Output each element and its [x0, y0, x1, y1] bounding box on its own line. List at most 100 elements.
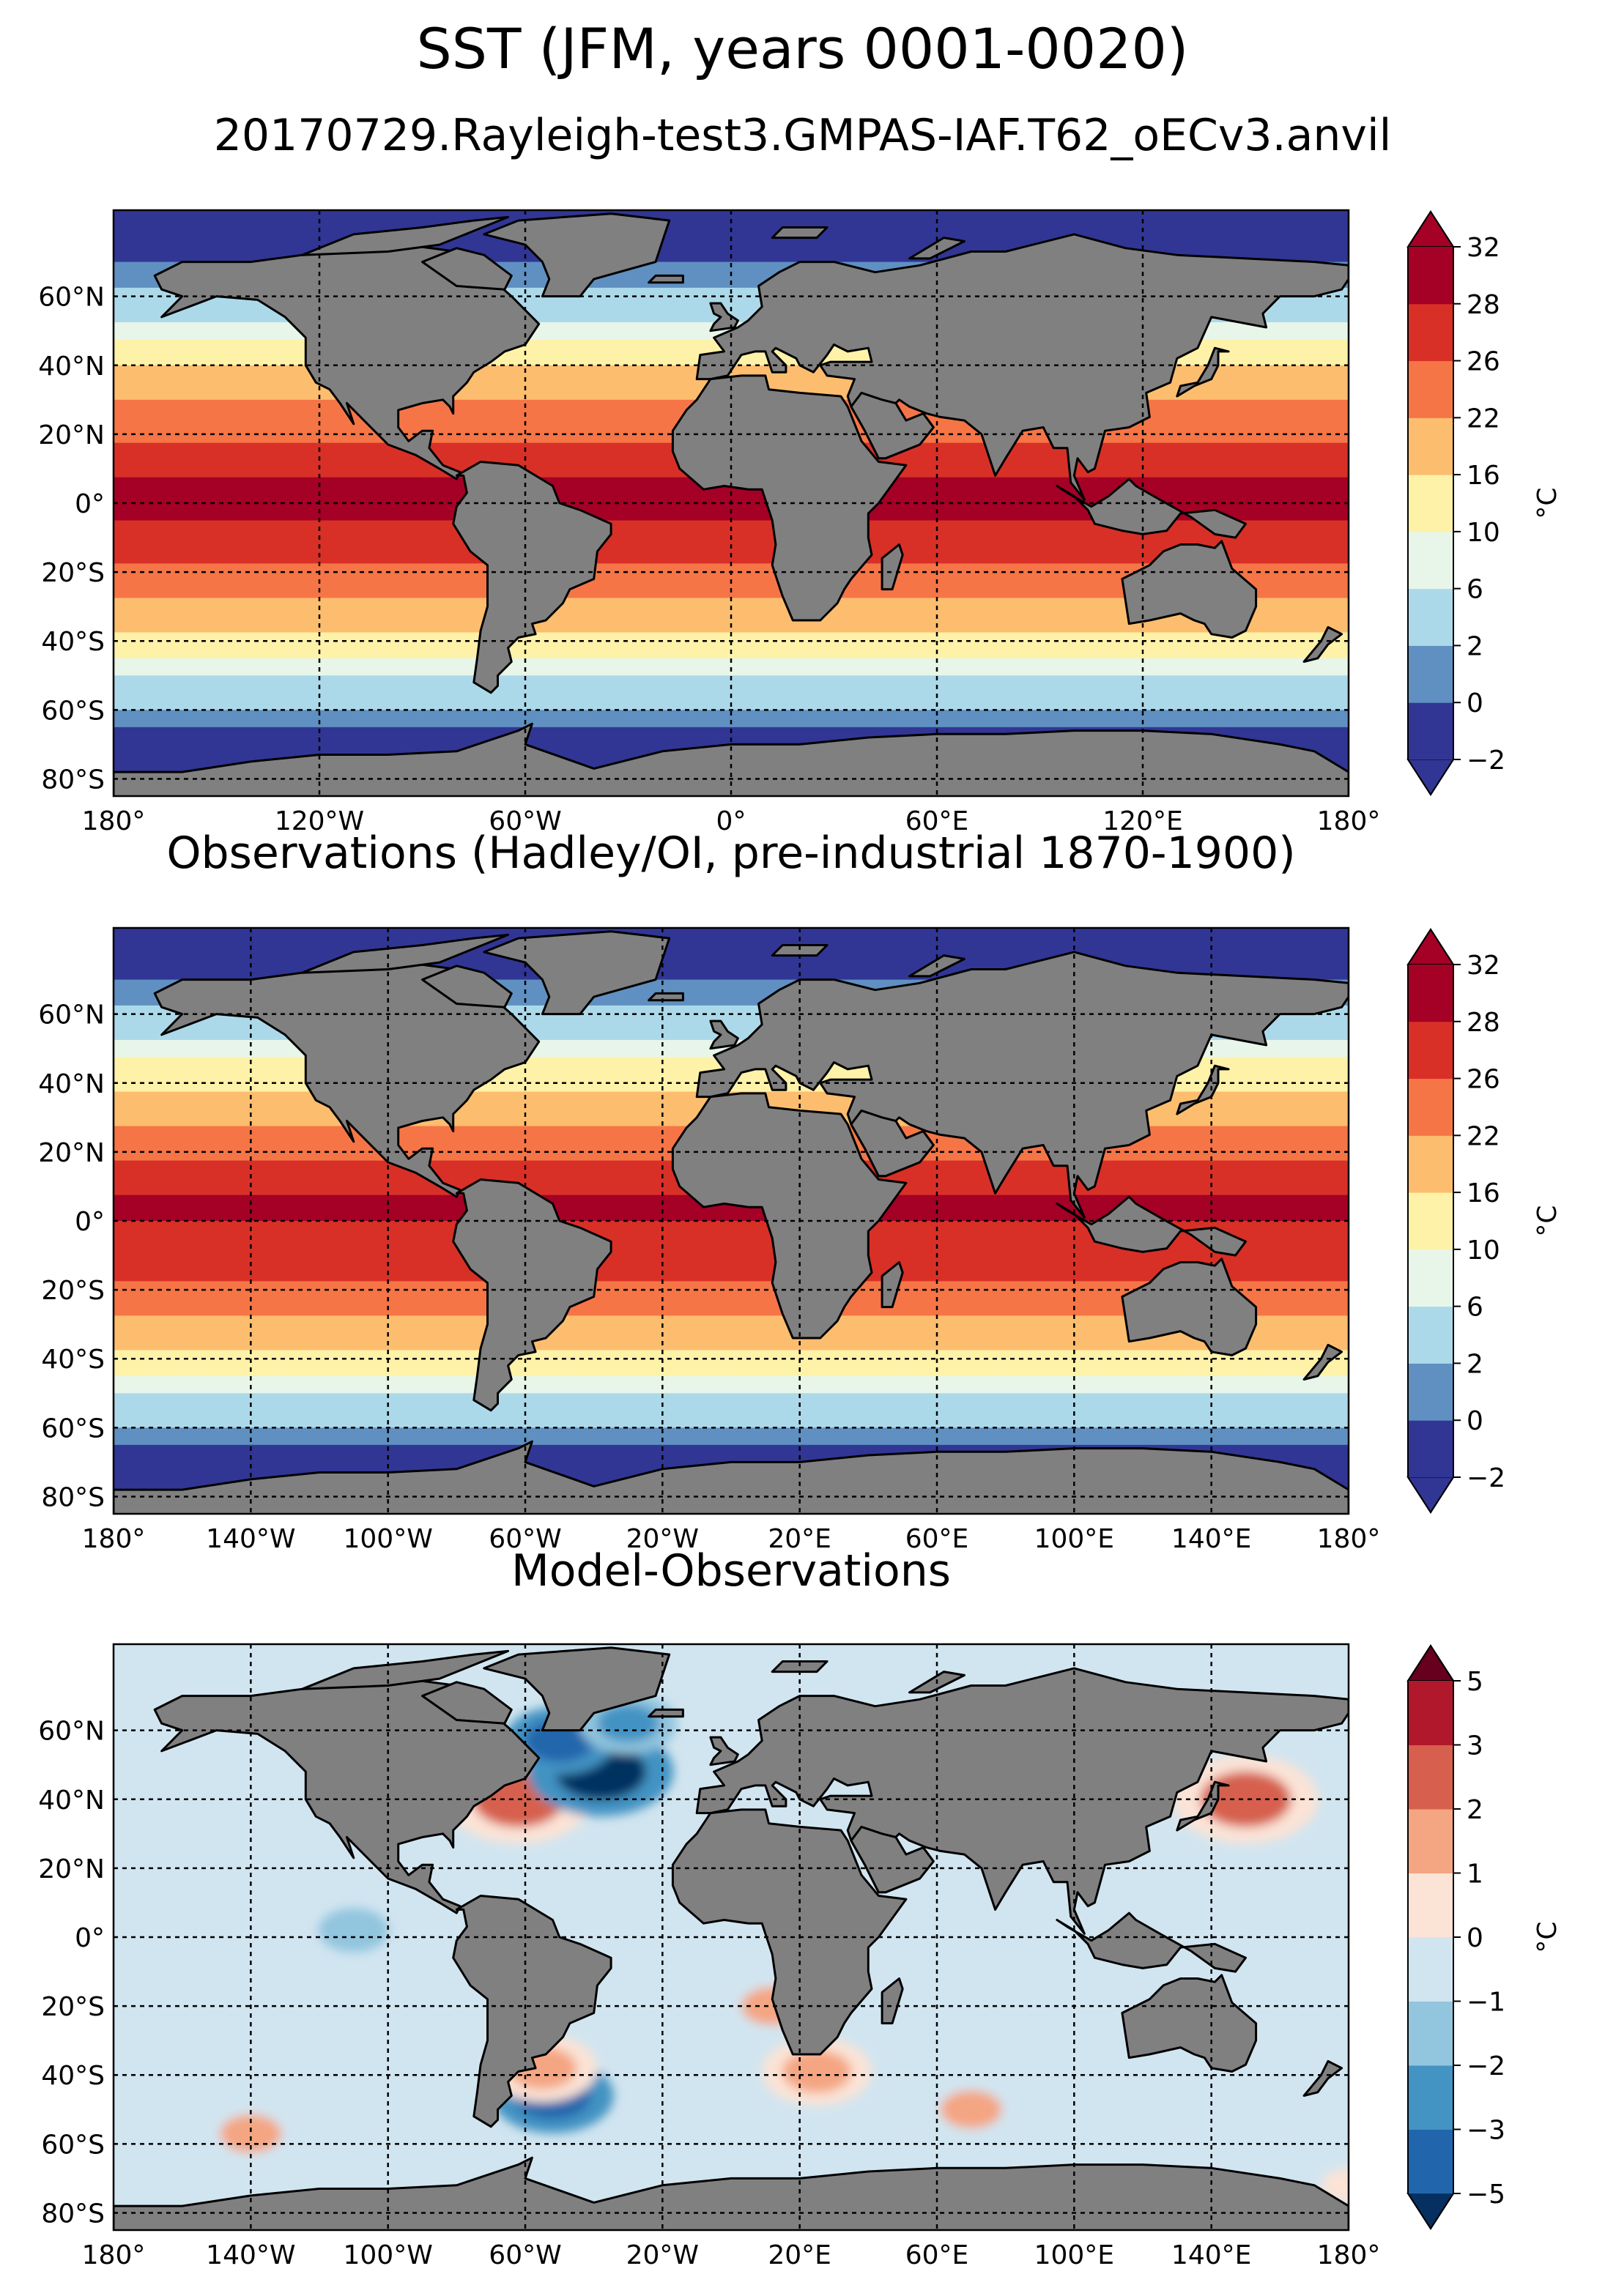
- sst-band: [114, 1298, 1349, 1308]
- colorbar-segment: [1408, 2001, 1453, 2066]
- colorbar-segment: [1408, 965, 1453, 1022]
- colorbar-tick-label: 2: [1467, 1349, 1483, 1379]
- colorbar-tick-label: −3: [1467, 2116, 1505, 2146]
- colorbar-tick-label: 22: [1467, 404, 1500, 434]
- colorbar-segment: [1408, 1745, 1453, 1810]
- colorbar-tick-label: 0: [1467, 1406, 1483, 1436]
- y-tick-label: 40°S: [41, 2061, 105, 2091]
- land-greenland: [483, 930, 671, 1016]
- y-tick-label: 40°S: [41, 1345, 105, 1375]
- sst-band: [114, 589, 1349, 598]
- sst-band: [114, 1203, 1349, 1213]
- colorbar-segment: [1408, 645, 1453, 703]
- y-tick-label: 20°N: [38, 420, 105, 450]
- y-tick-label: 80°S: [41, 2199, 105, 2229]
- land-africa: [671, 374, 908, 622]
- colorbar-tick-label: 10: [1467, 1236, 1500, 1266]
- land-arctic-isl: [301, 215, 510, 256]
- x-tick-label: 120°W: [275, 806, 364, 836]
- x-tick-label: 20°E: [768, 2240, 831, 2270]
- x-tick-label: 20°W: [626, 2240, 699, 2270]
- land-iceland: [648, 992, 684, 1002]
- colorbar-tick-label: 32: [1467, 951, 1500, 981]
- land-australia: [1121, 1257, 1258, 1356]
- land-japan: [1176, 1064, 1230, 1115]
- sst-band: [114, 529, 1349, 538]
- x-tick-label: 0°: [716, 806, 746, 836]
- colorbar-segment: [1408, 1873, 1453, 1938]
- colorbar-tick-label: 16: [1467, 461, 1500, 491]
- colorbar-segment: [1408, 1937, 1453, 2002]
- sst-band: [114, 1410, 1349, 1420]
- x-tick-label: 100°W: [344, 1524, 433, 1554]
- colorbar-segment: [1408, 2129, 1453, 2194]
- y-tick-label: 80°S: [41, 765, 105, 795]
- colorbar-segment: [1408, 1078, 1453, 1136]
- sst-band: [114, 1350, 1349, 1359]
- anomaly-core: [940, 2090, 1002, 2129]
- colorbar-unit-label: °C: [1532, 1921, 1563, 1953]
- colorbar-segment: [1408, 1249, 1453, 1307]
- sst-band: [114, 1367, 1349, 1377]
- sst-band: [114, 520, 1349, 530]
- panel-title-difference: Model-Observations: [511, 1545, 952, 1597]
- map-frame-0: [112, 209, 1350, 798]
- land-iceland: [648, 1708, 684, 1718]
- x-tick-label: 60°W: [489, 1524, 561, 1554]
- sst-band: [114, 1247, 1349, 1256]
- land-arctic-isl: [301, 933, 510, 974]
- colorbar-tick-label: 0: [1467, 1923, 1483, 1953]
- colorbar-segment: [1408, 247, 1453, 305]
- land-svalbard: [771, 944, 829, 957]
- y-tick-label: 60°S: [41, 696, 105, 726]
- sst-band: [114, 936, 1349, 946]
- land-north-america: [153, 961, 541, 1198]
- land-eurasia: [695, 1667, 1349, 1935]
- map-observations: [114, 928, 1349, 1514]
- y-tick-label: 60°N: [38, 1717, 105, 1747]
- y-tick-label: 0°: [75, 1207, 105, 1237]
- sst-band: [114, 1229, 1349, 1239]
- x-tick-label: 180°: [82, 2240, 146, 2270]
- colorbar-segment: [1408, 1363, 1453, 1421]
- colorbar-tick-label: 1: [1467, 1860, 1483, 1890]
- sst-band: [114, 598, 1349, 607]
- land-north-america: [153, 243, 541, 480]
- x-tick-label: 180°: [1317, 806, 1381, 836]
- land-south-america: [452, 1895, 612, 2128]
- colorbar-tick-label: 26: [1467, 1065, 1500, 1095]
- land-madagascar: [881, 543, 904, 591]
- colorbar-tick-label: −1: [1467, 1988, 1505, 2018]
- sst-band: [114, 580, 1349, 590]
- sst-band: [114, 1384, 1349, 1394]
- colorbar-tick-label: 2: [1467, 1795, 1483, 1825]
- y-tick-label: 20°S: [41, 1276, 105, 1306]
- x-tick-label: 140°W: [206, 2240, 295, 2270]
- sst-band: [114, 650, 1349, 659]
- land-eurasia: [695, 233, 1349, 501]
- sst-band: [114, 606, 1349, 616]
- land-eurasia: [695, 951, 1349, 1219]
- land-australia: [1121, 1974, 1258, 2073]
- colorbar-extend-min: [1406, 2193, 1455, 2230]
- sst-band: [114, 1402, 1349, 1411]
- sst-band: [114, 1272, 1349, 1282]
- sst-band: [114, 1290, 1349, 1299]
- anomaly-core: [782, 2050, 852, 2093]
- y-tick-label: 40°S: [41, 627, 105, 657]
- colorbar-2: −5 −3 −2 −1 0 1 2 3 5 °C: [1406, 1644, 1563, 2230]
- land-baffin: [421, 247, 513, 291]
- colorbar-segment: [1408, 2065, 1453, 2130]
- colorbar-tick-label: 28: [1467, 1008, 1500, 1038]
- colorbar-tick-label: 6: [1467, 575, 1483, 605]
- land-australia: [1121, 540, 1258, 639]
- colorbar-segment: [1408, 475, 1453, 532]
- colorbar-unit-label: °C: [1532, 1205, 1563, 1236]
- land-arabia-patch: [850, 1825, 935, 1894]
- x-tick-label: 180°: [82, 1524, 146, 1554]
- land-greenland: [483, 1646, 671, 1732]
- land-indonesia: [1056, 478, 1247, 539]
- sst-band: [114, 503, 1349, 513]
